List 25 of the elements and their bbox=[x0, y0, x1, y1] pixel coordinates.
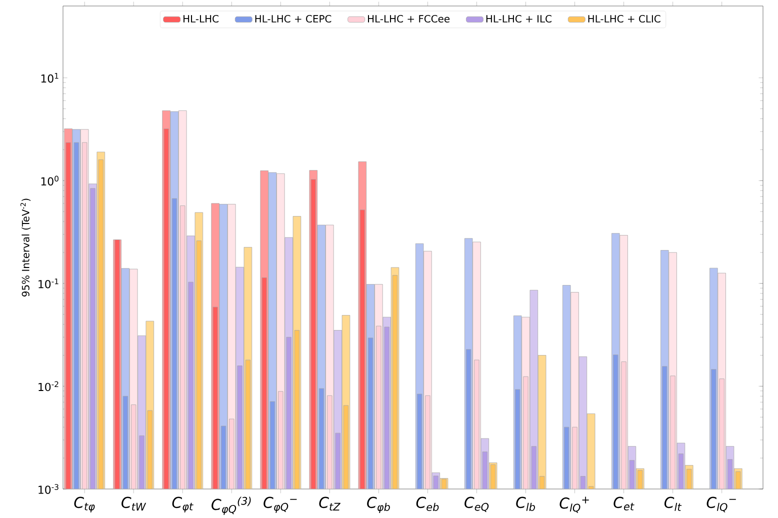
legend-label: HL-LHC + CLIC bbox=[588, 14, 660, 22]
x-tick-label: C$_{tW}$ bbox=[122, 496, 146, 510]
x-tick-label: C$_{lb}$ bbox=[516, 496, 535, 511]
x-tick-label: C$_{φQ}$− bbox=[264, 496, 297, 513]
y-tick-label: 10$^{1}$ bbox=[41, 72, 58, 83]
x-tick-label: C$_{φt}$ bbox=[172, 496, 194, 512]
y-axis-title: 95% Interval (TeV$^{-2}$) bbox=[20, 198, 31, 296]
x-tick-label: C$_{φb}$ bbox=[367, 496, 390, 513]
legend-label: HL-LHC + ILC bbox=[486, 14, 552, 22]
x-tick-label: C$_{tZ}$ bbox=[319, 496, 340, 510]
x-tick-label: C$_{tφ}$ bbox=[74, 496, 95, 512]
y-tick-label: 10$^{0}$ bbox=[41, 176, 58, 186]
x-tick-label: C$_{et}$ bbox=[614, 496, 634, 510]
x-tick-label: C$_{φQ}$(3) bbox=[212, 496, 251, 515]
y-tick-label: 10$^{-1}$ bbox=[38, 278, 58, 288]
legend-label: HL-LHC bbox=[184, 14, 218, 22]
legend-label: HL-LHC + CEPC bbox=[255, 14, 332, 22]
x-tick-label: C$_{lQ}$− bbox=[706, 496, 736, 512]
x-tick-label: C$_{lQ}$+ bbox=[560, 496, 589, 513]
y-tick-label: 10$^{-3}$ bbox=[38, 484, 58, 494]
y-tick-label: 10$^{-2}$ bbox=[38, 381, 58, 391]
x-tick-label: C$_{lt}$ bbox=[664, 496, 682, 511]
legend-label: HL-LHC + FCCee bbox=[368, 14, 450, 22]
x-tick-label: C$_{eb}$ bbox=[416, 496, 439, 511]
x-tick-label: C$_{eQ}$ bbox=[464, 496, 489, 512]
